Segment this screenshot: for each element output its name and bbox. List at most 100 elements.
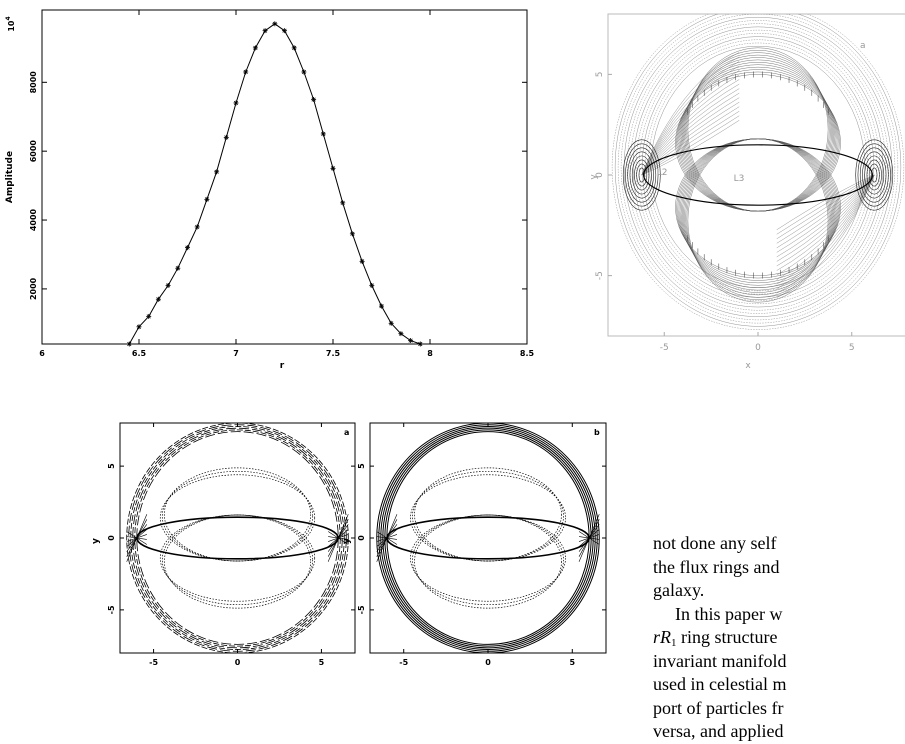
inner-lobe-manifold (414, 467, 562, 562)
outer-ring-manifold (386, 431, 590, 645)
outer-ring-manifold (378, 424, 598, 652)
y-tick-label: 5 (595, 72, 605, 78)
data-point-marker (185, 245, 190, 251)
manifold-arc (641, 111, 740, 176)
outer-ring-orbit (623, 17, 893, 317)
outer-ring-orbit (620, 14, 896, 321)
data-point-marker (155, 296, 161, 302)
x-tick-label: 5 (319, 658, 325, 667)
data-point-marker (136, 324, 142, 330)
x-tick-label: 0 (755, 343, 761, 353)
manifold-arc (641, 70, 740, 176)
manifold-arc (776, 174, 875, 271)
outer-ring-manifold (382, 427, 594, 649)
orbit-density-map: L2 L3 -5 0 5 -5 0 5 a x y (560, 0, 905, 375)
outer-ring-orbit (635, 29, 881, 305)
manifold-arc (641, 74, 740, 176)
y-tick-label: 0 (357, 535, 366, 541)
data-point-marker (369, 282, 375, 288)
lagrange-knot (855, 139, 894, 211)
x-tick-label: 6 (39, 349, 45, 358)
data-point-marker (359, 258, 365, 264)
x-tick-label: 8.5 (520, 349, 535, 358)
ring-variable: rR (653, 627, 671, 647)
amplitude-y-axis-label: Amplitude (5, 151, 15, 203)
lagrange-knot (868, 163, 880, 187)
outer-ring-orbit (626, 20, 890, 314)
manifold-arc (776, 174, 875, 280)
manifold-arc (641, 65, 740, 176)
data-point-marker (194, 224, 200, 230)
outer-ring-manifold (132, 427, 343, 649)
amplitude-series-line (128, 23, 421, 345)
lagrange-l2-label: L2 (657, 168, 668, 178)
x-tick-label: 0 (485, 658, 491, 667)
lagrange-knot (627, 147, 657, 203)
y-tick-label: 4000 (29, 208, 38, 231)
data-point-marker (349, 231, 355, 237)
y-tick-label: 0 (595, 172, 605, 178)
manifold-b-panel-label: b (594, 428, 600, 437)
x-tick-label: 8 (427, 349, 433, 358)
y-tick-label: 6000 (29, 140, 38, 163)
y-tick-label: 2000 (29, 277, 38, 300)
amplitude-profile-chart: 6 6.5 7 7.5 8 8.5 2000 4000 6000 8000 r Amplitude… (0, 0, 560, 375)
outer-ring-orbit (644, 39, 872, 295)
lagrange-knot (622, 139, 661, 211)
outer-ring-orbit (638, 33, 878, 301)
inner-lobe-manifold (163, 514, 312, 609)
manifold-arc (641, 120, 740, 176)
inner-lobe-manifold (410, 514, 566, 602)
inner-lobe-manifold (159, 474, 316, 562)
manifold-arc (776, 174, 875, 244)
outer-ring-manifold (380, 425, 596, 651)
inner-lobe-orbit (687, 47, 829, 212)
lagrange-knot (629, 151, 654, 199)
lagrange-knot (862, 151, 887, 199)
data-point-marker (126, 341, 132, 347)
outer-ring-orbit (647, 42, 869, 292)
lagrange-knot (638, 167, 645, 183)
data-point-marker (272, 21, 278, 27)
outer-ring-orbit (632, 26, 884, 308)
text-line: invariant manifold (653, 650, 787, 671)
manifold-arc (776, 174, 875, 239)
lagrange-knot (871, 167, 878, 183)
lagrange-knot (866, 159, 882, 191)
manifold-a-panel-label: a (344, 428, 349, 437)
x-tick-label: 0 (235, 658, 241, 667)
y-tick-label: 5 (107, 463, 116, 469)
y-tick-label: -5 (595, 271, 605, 280)
data-point-marker (175, 265, 181, 271)
y-tick-label: 0 (107, 535, 116, 541)
data-point-marker (243, 69, 249, 75)
text-line: versa, and applied (653, 721, 784, 741)
inner-lobe-manifold (414, 514, 562, 609)
inner-lobe-manifold (412, 514, 564, 606)
data-point-marker (165, 282, 171, 288)
manifold-a-frame (119, 422, 356, 654)
manifold-a-y-label: y (91, 538, 101, 544)
outer-ring-manifold (128, 424, 347, 652)
text-line: In this paper w (675, 603, 783, 624)
data-point-marker (417, 341, 423, 347)
lagrange-knot (634, 159, 650, 191)
lagrange-knot (631, 155, 652, 195)
data-point-marker (214, 169, 220, 175)
inner-lobe-manifold (412, 470, 564, 562)
manifold-arc (641, 52, 740, 176)
outer-ring-manifold (136, 431, 339, 645)
orbit-map-x-label: x (745, 361, 751, 371)
inner-lobe-manifold (163, 467, 312, 562)
outer-ring-orbit (629, 23, 887, 311)
x-tick-label: 7.5 (326, 349, 341, 358)
x-tick-label: -5 (660, 343, 669, 353)
lagrange-knot (625, 143, 659, 207)
text-line: rR1 ring structure (653, 627, 778, 649)
data-point-marker (311, 97, 317, 103)
data-point-marker (388, 320, 394, 326)
inner-lobe-manifold (410, 474, 566, 562)
x-tick-label: -5 (149, 658, 158, 667)
manifold-arc (776, 174, 875, 294)
orbit-map-panel-label: a (860, 41, 866, 51)
